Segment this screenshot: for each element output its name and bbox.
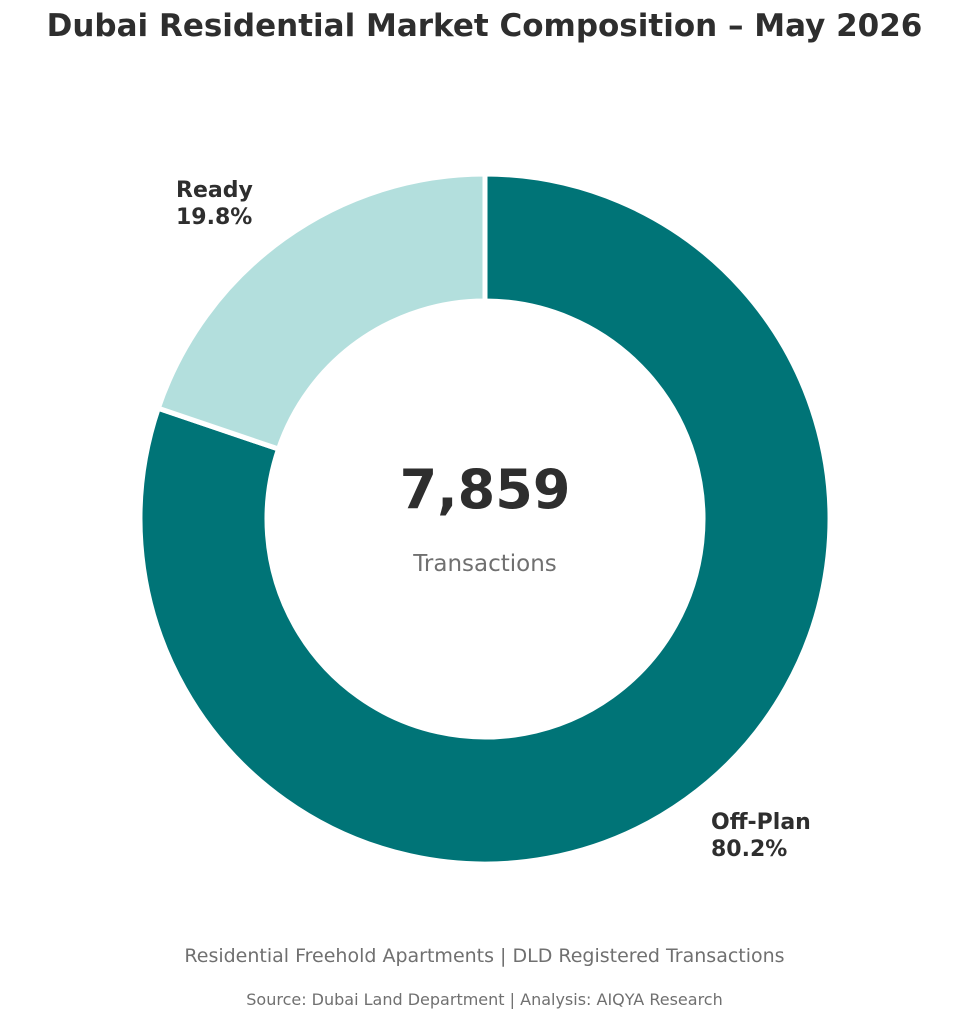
- chart-source: Source: Dubai Land Department | Analysis…: [246, 990, 723, 1009]
- center-total-value: 7,859: [400, 458, 571, 521]
- slice-percent-ready: 19.8%: [176, 205, 252, 230]
- center-total-label: Transactions: [412, 551, 557, 577]
- slice-label-off-plan: Off-Plan: [711, 810, 811, 835]
- slice-percent-off-plan: 80.2%: [711, 837, 787, 862]
- slice-off-plan: [137, 171, 833, 867]
- chart-subtitle: Residential Freehold Apartments | DLD Re…: [184, 945, 785, 967]
- chart-title: Dubai Residential Market Composition – M…: [46, 8, 923, 44]
- slice-label-ready: Ready: [176, 178, 253, 203]
- donut-slices: [137, 171, 833, 867]
- slice-ready: [155, 171, 488, 453]
